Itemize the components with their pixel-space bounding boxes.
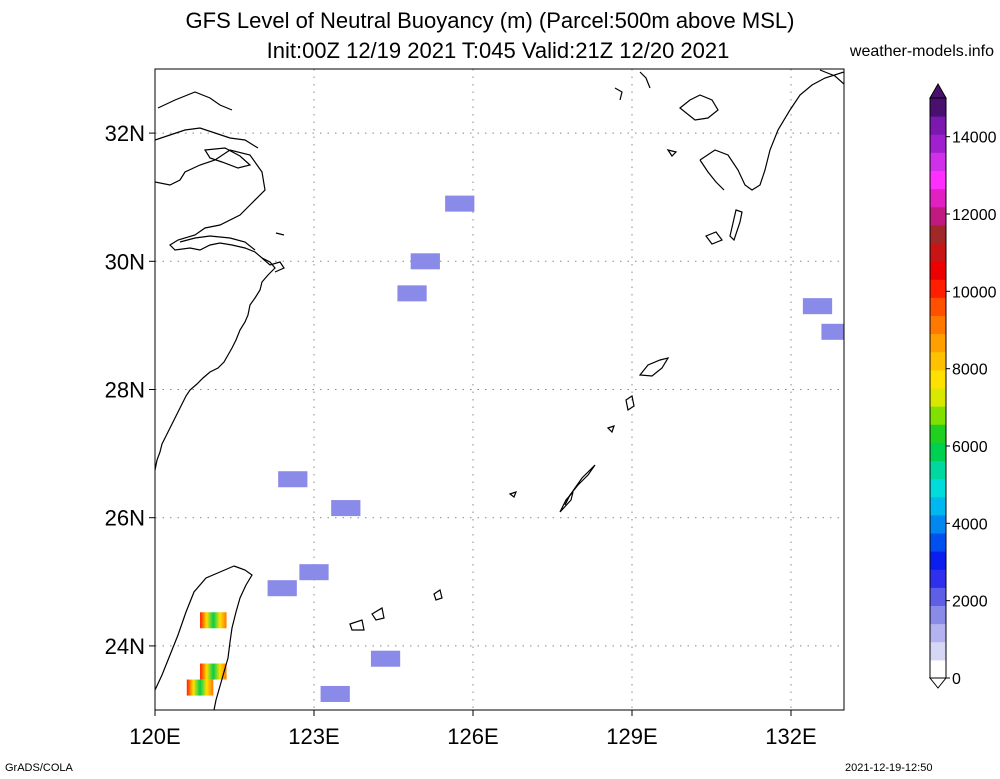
colorbar-segment <box>930 152 946 171</box>
graticule <box>155 69 844 710</box>
colorbar-segment <box>930 496 946 516</box>
buoyancy-cell <box>821 323 844 340</box>
colorbar-segment <box>930 641 946 661</box>
colorbar: 0 2000 4000 6000 8000 10000 12000 14000 <box>928 82 997 689</box>
colorbar-segment <box>930 243 946 262</box>
colorbar-segment <box>930 333 946 353</box>
colorbar-segment <box>930 478 946 498</box>
colorbar-segment <box>930 551 946 570</box>
colorbar-segment <box>930 659 946 679</box>
buoyancy-cell <box>397 285 427 302</box>
lon-tick-label: 123E <box>288 724 339 749</box>
buoyancy-cell <box>802 298 833 315</box>
colorbar-segment <box>930 116 946 135</box>
colorbar-label: 10000 <box>952 284 997 301</box>
lat-tick-label: 28N <box>105 378 145 403</box>
colorbar-segment <box>930 406 946 425</box>
map-title: GFS Level of Neutral Buoyancy (m) (Parce… <box>185 8 795 33</box>
lon-tick-label: 129E <box>606 724 657 749</box>
lat-tick-label: 32N <box>105 121 145 146</box>
colorbar-segment <box>930 206 946 226</box>
colorbar-segment <box>930 297 946 316</box>
colorbar-segment <box>930 388 946 407</box>
colorbar-segment <box>930 514 946 534</box>
buoyancy-cell <box>186 679 214 696</box>
colorbar-segment <box>930 460 946 480</box>
colorbar-segment <box>930 261 946 280</box>
neutral-buoyancy-field <box>186 195 844 702</box>
lon-tick-label: 126E <box>447 724 498 749</box>
colorbar-segment <box>930 623 946 643</box>
footer-software-label: GrADS/COLA <box>5 762 73 774</box>
lat-tick-label: 30N <box>105 249 145 274</box>
colorbar-label: 8000 <box>952 362 988 379</box>
colorbar-segment <box>930 224 946 244</box>
colorbar-min-arrow <box>928 677 948 689</box>
buoyancy-cell <box>370 650 401 667</box>
colorbar-max-arrow <box>929 82 947 99</box>
buoyancy-cell <box>331 500 361 517</box>
colorbar-segment <box>930 587 946 606</box>
buoyancy-cell <box>299 564 329 581</box>
buoyancy-cell <box>445 195 475 212</box>
colorbar-segment <box>930 170 946 190</box>
colorbar-segment <box>930 98 946 117</box>
coastlines <box>155 69 844 710</box>
colorbar-segment <box>930 369 946 389</box>
buoyancy-cell <box>278 471 308 488</box>
source-label: weather-models.info <box>849 43 994 60</box>
colorbar-label: 14000 <box>952 130 997 147</box>
colorbar-label: 4000 <box>952 516 988 533</box>
colorbar-segment <box>930 279 946 298</box>
lat-tick-label: 26N <box>105 506 145 531</box>
colorbar-segment <box>930 134 946 153</box>
colorbar-segment <box>930 442 946 461</box>
buoyancy-cell <box>410 253 440 270</box>
buoyancy-cell <box>320 685 350 702</box>
footer-timestamp: 2021-12-19-12:50 <box>845 762 933 774</box>
buoyancy-cell <box>200 663 227 680</box>
lon-tick-label: 120E <box>129 724 180 749</box>
colorbar-label: 0 <box>952 671 961 688</box>
colorbar-label: 12000 <box>952 207 997 224</box>
buoyancy-cell <box>200 612 227 629</box>
colorbar-segment <box>930 424 946 443</box>
map-subtitle: Init:00Z 12/19 2021 T:045 Valid:21Z 12/2… <box>266 38 730 63</box>
lat-tick-label: 24N <box>105 634 145 659</box>
colorbar-segment <box>930 533 946 552</box>
lon-tick-label: 132E <box>765 724 816 749</box>
colorbar-segment <box>930 351 946 371</box>
axis-ticks: 120E 123E 126E 129E 132E 24N 26N 28N 30N 32N <box>105 121 817 749</box>
buoyancy-cell <box>267 580 297 597</box>
colorbar-segment <box>930 315 946 335</box>
colorbar-segment <box>930 605 946 625</box>
colorbar-segment <box>930 569 946 588</box>
colorbar-segment <box>930 188 946 208</box>
colorbar-label: 2000 <box>952 594 988 611</box>
colorbar-label: 6000 <box>952 439 988 456</box>
